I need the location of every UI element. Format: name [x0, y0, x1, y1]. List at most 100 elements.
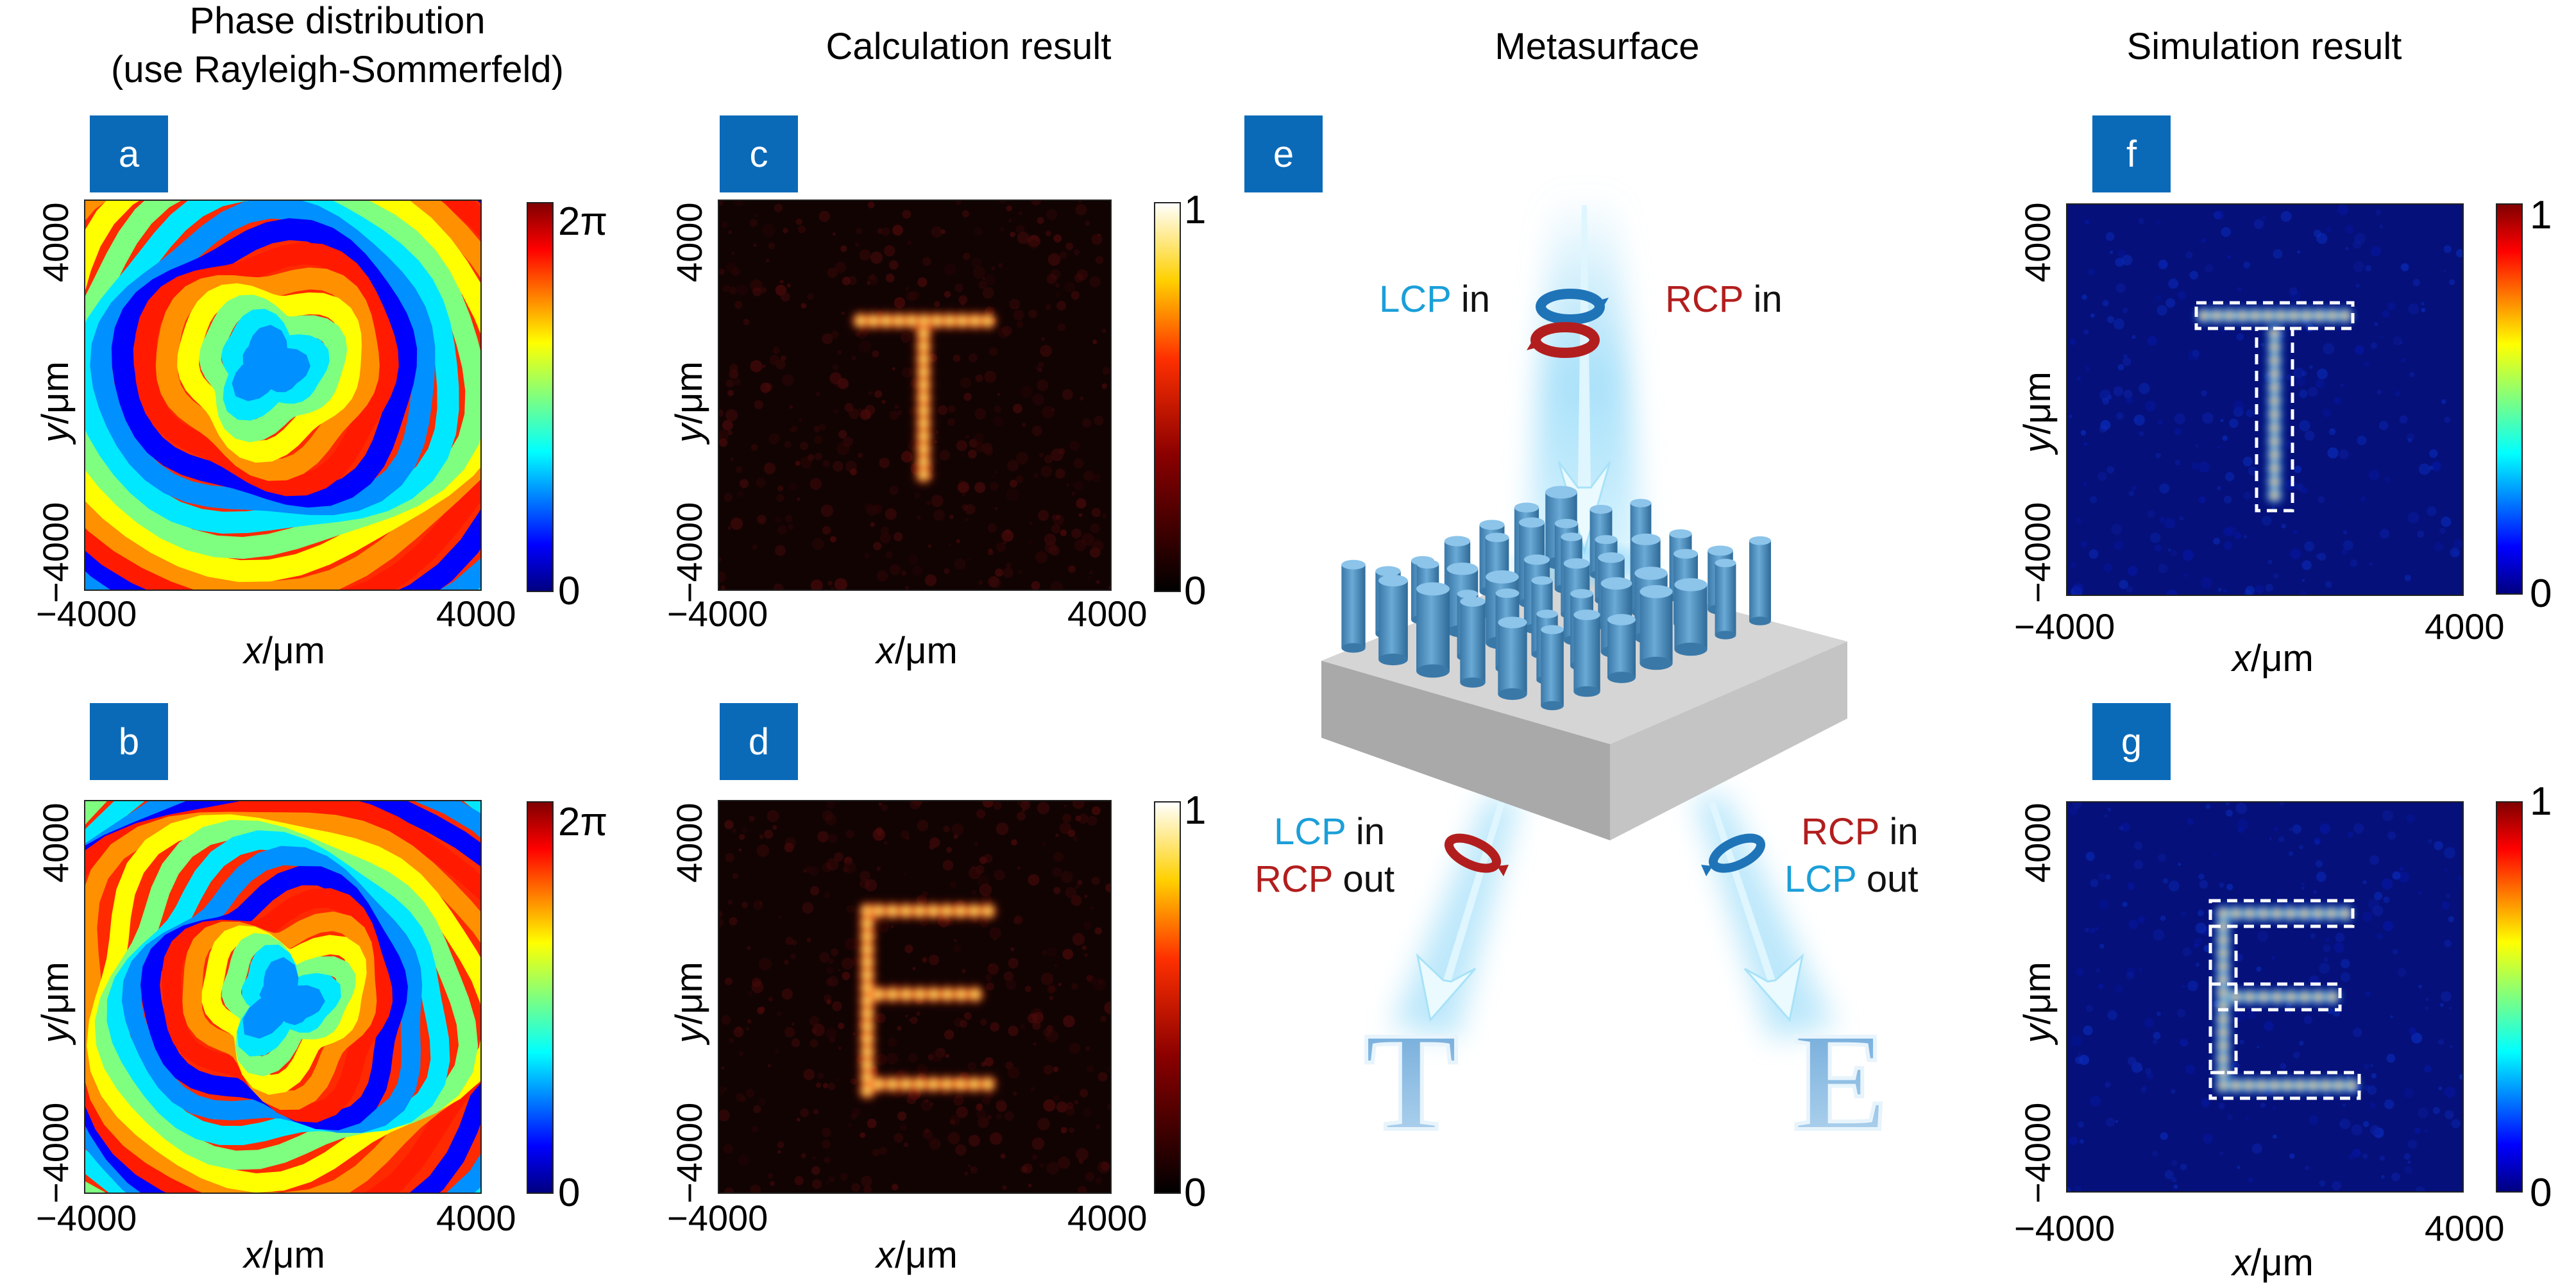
speckle-dot — [2179, 1039, 2188, 1047]
speckle-dot — [2305, 1166, 2309, 1170]
speckle-dot — [2194, 943, 2199, 948]
speckle-dot — [2407, 1160, 2411, 1164]
speckle-dot — [860, 882, 863, 885]
speckle-dot — [801, 303, 806, 309]
badge-f — [2092, 115, 2171, 192]
speckle-dot — [928, 544, 932, 548]
speckle-dot — [758, 1098, 766, 1106]
speckle-dot — [814, 435, 823, 444]
speckle-dot — [996, 542, 1006, 552]
speckle-dot — [885, 551, 893, 559]
speckle-dot — [984, 1057, 994, 1067]
speckle-dot — [2415, 1186, 2425, 1192]
phase-ring — [182, 911, 377, 1110]
speckle-dot — [2080, 541, 2087, 548]
focal-spot — [2287, 992, 2296, 1001]
speckle-dot — [864, 879, 877, 892]
speckle-dot — [786, 284, 791, 287]
speckle-dot — [763, 463, 776, 475]
badge-a — [90, 115, 168, 192]
speckle-dot — [772, 346, 780, 355]
phase-ring — [155, 268, 380, 481]
speckle-dot — [948, 405, 956, 413]
speckle-dot — [985, 274, 996, 285]
speckle-dot — [2353, 261, 2364, 273]
speckle-dot — [2292, 530, 2298, 535]
speckle-dot — [2107, 807, 2112, 811]
focal-spot — [919, 444, 929, 454]
speckle-dot — [994, 417, 1003, 427]
speckle-dot — [1075, 884, 1080, 889]
speckle-dot — [2271, 956, 2275, 960]
speckle-dot — [881, 400, 886, 404]
speckle-dot — [1050, 269, 1060, 280]
focal-spot — [919, 328, 929, 339]
speckle-dot — [2392, 949, 2398, 955]
speckle-dot — [872, 350, 879, 358]
speckle-dot — [954, 284, 963, 293]
speckle-dot — [883, 840, 888, 845]
speckle-dot — [1037, 1117, 1050, 1131]
speckle-dot — [2226, 472, 2230, 475]
speckle-dot — [725, 409, 738, 421]
speckle-dot — [2318, 496, 2325, 504]
speckle-dot — [775, 545, 786, 556]
speckle-dot — [782, 374, 794, 386]
speckle-dot — [740, 1096, 747, 1102]
speckle-dot — [2354, 233, 2366, 244]
speckle-dot — [1056, 301, 1067, 310]
speckle-dot — [827, 976, 839, 987]
panel-e: e LCP in RCP in — [1244, 115, 1919, 1162]
speckle-dot — [988, 575, 999, 588]
speckle-dot — [721, 221, 728, 228]
speckle-dot — [2273, 573, 2279, 579]
speckle-dot — [838, 969, 841, 972]
speckle-dot — [2360, 496, 2366, 502]
a-x-max: 4000 — [436, 593, 516, 634]
speckle-dot — [2289, 828, 2292, 831]
speckle-dot — [1091, 507, 1101, 518]
speckle-dot — [2341, 548, 2348, 555]
speckle-dot — [2201, 577, 2213, 589]
speckle-dot — [2127, 1057, 2137, 1066]
speckle-dot — [1053, 1066, 1059, 1072]
speckle-dot — [1106, 1103, 1111, 1110]
speckle-dot — [1010, 232, 1015, 237]
speckle-dot — [2423, 1065, 2432, 1073]
speckle-dot — [2392, 871, 2401, 880]
c-y-min: −4000 — [669, 502, 709, 603]
speckle-dot — [1031, 1137, 1045, 1150]
speckle-dot — [1042, 406, 1055, 419]
speckle-dot — [777, 1011, 782, 1016]
speckle-dot — [962, 969, 966, 973]
speckle-dot — [854, 242, 860, 247]
focal-spot — [2296, 1081, 2305, 1090]
speckle-dot — [860, 1132, 866, 1138]
speckle-dot — [970, 1166, 974, 1171]
speckle-dot — [2155, 452, 2161, 459]
speckle-dot — [1028, 874, 1040, 886]
speckle-dot — [926, 500, 931, 506]
speckle-dot — [772, 825, 777, 830]
focal-spot — [2219, 909, 2228, 918]
f-y-label: y/μm — [2017, 371, 2058, 455]
a-x-label: x/μm — [242, 630, 325, 672]
badge-f-label: f — [2126, 133, 2137, 175]
speckle-dot — [2219, 1151, 2224, 1156]
speckle-dot — [2126, 971, 2134, 980]
speckle-dot — [1062, 949, 1074, 960]
speckle-dot — [1071, 983, 1078, 990]
column-title-sim: Simulation result — [2127, 26, 2402, 67]
phase-ring — [90, 200, 436, 516]
speckle-dot — [800, 1108, 809, 1117]
speckle-dot — [2445, 1110, 2454, 1120]
speckle-dot — [733, 378, 741, 386]
colorbar-g-max: 1 — [2530, 779, 2552, 824]
speckle-dot — [2122, 901, 2128, 907]
speckle-dot — [1013, 404, 1022, 414]
speckle-background — [718, 200, 1111, 590]
speckle-dot — [2316, 871, 2326, 882]
speckle-dot — [2177, 291, 2187, 300]
speckle-dot — [1028, 1184, 1032, 1187]
focal-spot — [2270, 383, 2279, 392]
